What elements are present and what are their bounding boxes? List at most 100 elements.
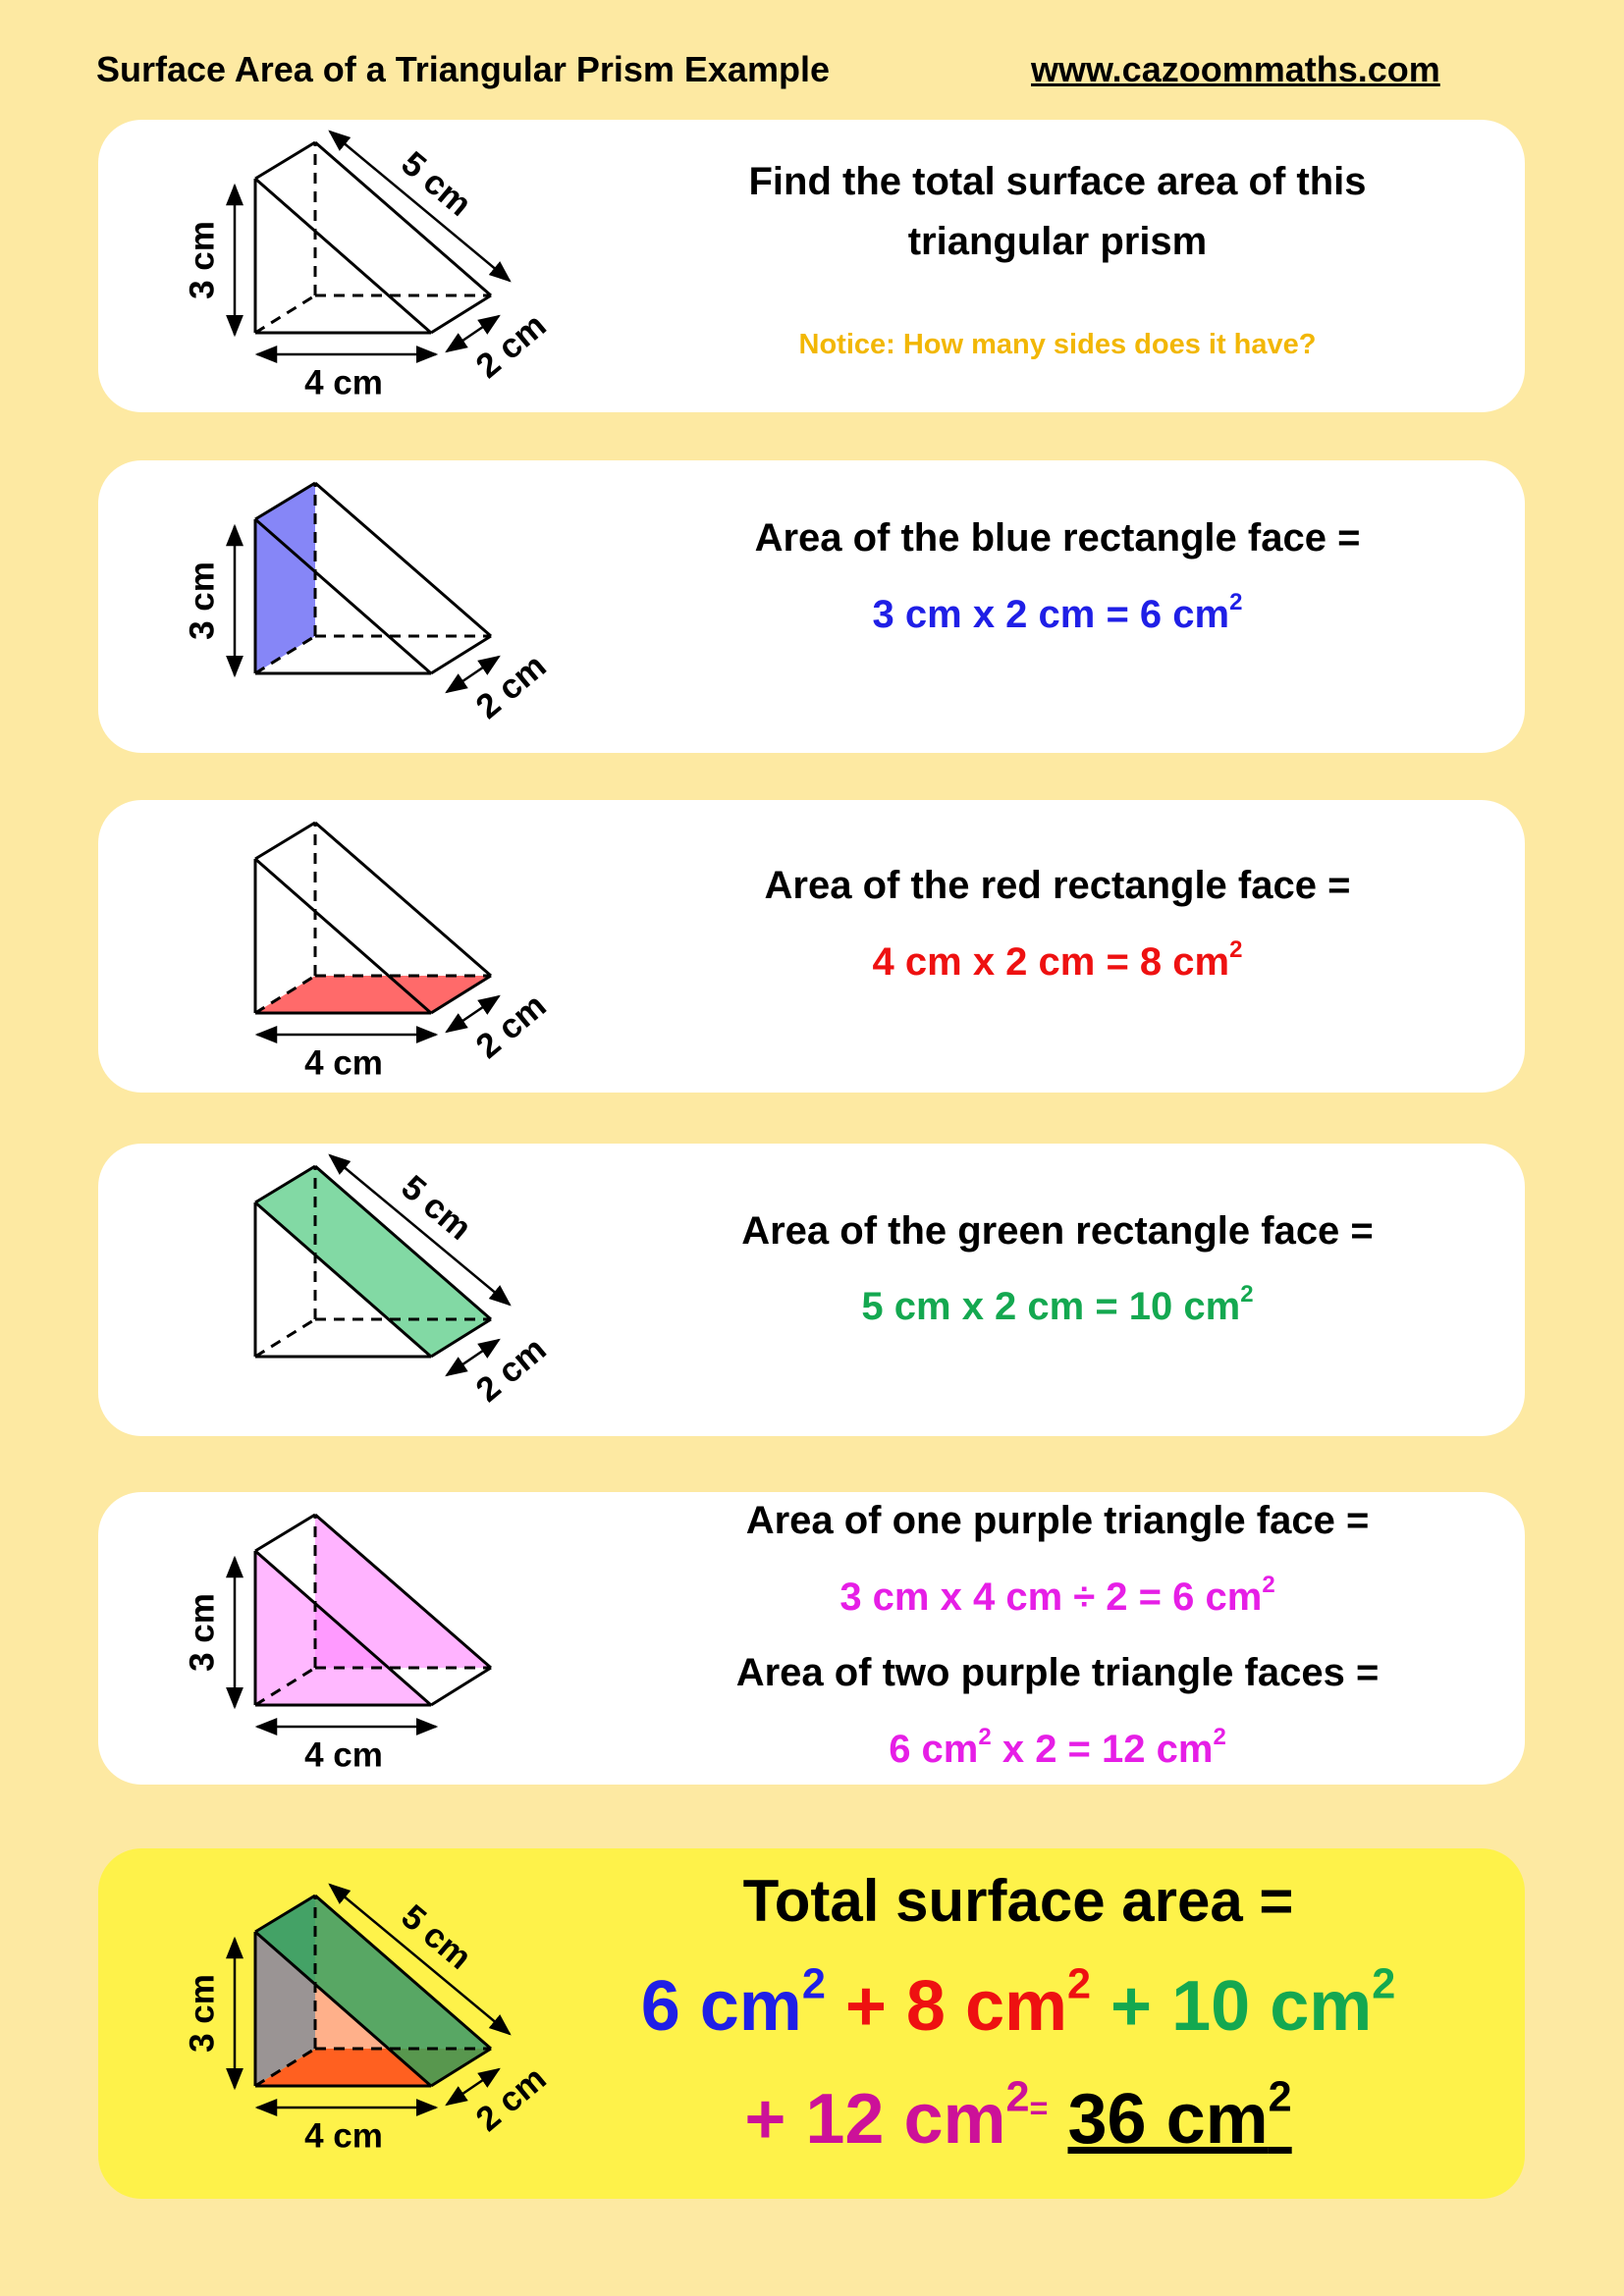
edge [254, 140, 316, 181]
prism-diagram: 3 cm 4 cm 5 cm 2 cm [183, 130, 554, 401]
superscript: 2 [1372, 1960, 1396, 2008]
depth-label: 2 cm [468, 987, 553, 1066]
edge [314, 1513, 492, 1670]
prism-diagram-blue-face: 3 cm 2 cm [183, 481, 554, 726]
superscript: 2 [1229, 936, 1243, 963]
green-face [255, 1166, 491, 1357]
blue-face-question: Area of the blue rectangle face = [754, 516, 1361, 560]
red-face-question: Area of the red rectangle face = [764, 864, 1351, 907]
depth-arrow [445, 655, 501, 694]
height-label: 3 cm [183, 561, 221, 640]
depth-arrow [445, 994, 501, 1034]
edge [254, 517, 432, 675]
edge [254, 857, 432, 1015]
height-label: 3 cm [183, 1974, 221, 2053]
edge [430, 294, 492, 335]
website-link[interactable]: www.cazoommaths.com [1031, 49, 1440, 89]
green-face-panel: 5 cm 2 cm Area of the green rectangle fac… [98, 1144, 1525, 1436]
edge [254, 821, 316, 861]
slant-label: 5 cm [394, 1168, 478, 1248]
depth-arrow [445, 1338, 501, 1377]
green-face-equation: 5 cm x 2 cm = 10 cm2 [648, 1283, 1467, 1328]
width-label: 4 cm [304, 2116, 383, 2155]
prism-diagram-red-face: 4 cm 2 cm [253, 821, 554, 1082]
depth-arrow [445, 2067, 501, 2107]
hidden-edge [254, 634, 316, 675]
equation-text: 4 cm x 2 cm = 8 cm [872, 940, 1230, 984]
slant-label: 5 cm [394, 144, 478, 224]
notice-text: Notice: How many sides does it have? [798, 329, 1317, 360]
red-face-panel: 4 cm 2 cm Area of the red rectangle face … [98, 800, 1525, 1093]
question-line-1: Find the total surface area of this [748, 160, 1367, 203]
edge [254, 1513, 316, 1553]
superscript: 2 [1268, 2073, 1292, 2121]
hidden-edge [254, 2047, 316, 2088]
superscript: 2 [1005, 2073, 1030, 2121]
prism-diagram-green-face: 5 cm 2 cm [253, 1153, 554, 1410]
superscript: 2 [1213, 1724, 1226, 1750]
total-title: Total surface area = [742, 1868, 1294, 1934]
hidden-edge [254, 1666, 316, 1707]
superscript: 2 [1262, 1572, 1275, 1598]
green-face-question: Area of the green rectangle face = [741, 1209, 1374, 1253]
edge [430, 634, 492, 675]
depth-label: 2 cm [468, 2059, 553, 2139]
term-text: + 10 cm [1091, 1967, 1373, 2046]
superscript: 2 [1067, 1960, 1092, 2008]
edge [254, 481, 316, 521]
superscript: 2 [1229, 589, 1243, 615]
answer-text: 36 cm [1067, 2080, 1269, 2159]
superscript: 2 [978, 1724, 992, 1750]
edge [254, 1894, 316, 1934]
slant-arrow [328, 1153, 512, 1307]
total-result-line: + 12 cm2= 36 cm2 [609, 2076, 1428, 2155]
depth-label: 2 cm [468, 647, 553, 726]
term-red: + 8 cm2 [825, 1963, 1091, 2046]
blue-face-equation: 3 cm x 2 cm = 6 cm2 [648, 591, 1467, 636]
term-green: + 10 cm2 [1091, 1963, 1395, 2046]
purple-faces-equation: 6 cm2 x 2 = 12 cm2 [648, 1726, 1467, 1771]
hidden-edge [254, 1317, 316, 1359]
depth-arrow [445, 314, 501, 353]
equation-text: 3 cm x 2 cm = 6 cm [872, 593, 1230, 636]
edge [254, 1164, 316, 1204]
edge [314, 821, 492, 978]
equals-sign: = [1029, 2090, 1049, 2126]
width-label: 4 cm [304, 1735, 383, 1774]
depth-label: 2 cm [468, 1330, 553, 1410]
edge [254, 1549, 432, 1707]
depth-label: 2 cm [468, 306, 553, 386]
slant-arrow [328, 1883, 512, 2036]
superscript: 2 [801, 1960, 826, 2008]
term-magenta: + 12 cm2 [744, 2076, 1029, 2159]
height-label: 3 cm [183, 1593, 221, 1672]
purple-faces-question: Area of two purple triangle faces = [735, 1651, 1380, 1694]
width-label: 4 cm [304, 1043, 383, 1082]
width-label: 4 cm [304, 363, 383, 401]
purple-face-question: Area of one purple triangle face = [745, 1499, 1370, 1542]
red-face [255, 976, 491, 1013]
superscript: 2 [1240, 1281, 1254, 1308]
question-panel: 3 cm 4 cm 5 cm 2 cm Find the total surface … [98, 120, 1525, 412]
blue-face [255, 483, 315, 673]
hidden-edge [254, 974, 316, 1015]
term-text: + 12 cm [744, 2080, 1006, 2159]
prism-diagram-all-faces: 3 cm 4 cm 5 cm 2 cm [183, 1883, 554, 2155]
slant-label: 5 cm [394, 1897, 478, 1977]
page-title: Surface Area of a Triangular Prism Examp… [96, 49, 830, 89]
question-line-2: triangular prism [907, 220, 1208, 263]
edge [254, 177, 432, 335]
height-label: 3 cm [183, 221, 221, 299]
edge [430, 1666, 492, 1707]
equation-text: 5 cm x 2 cm = 10 cm [861, 1285, 1241, 1328]
term-text: + 8 cm [825, 1967, 1068, 2046]
edge [430, 974, 492, 1015]
slant-arrow [328, 130, 512, 283]
total-answer: 36 cm2 [1067, 2076, 1291, 2159]
equation-text: 3 cm x 4 cm ÷ 2 = 6 cm [839, 1575, 1263, 1619]
equation-text: 6 cm [889, 1728, 979, 1771]
purple-face-panel: 3 cm 4 cm Area of one purple triangle fac… [98, 1492, 1525, 1785]
total-sum-line: 6 cm2 + 8 cm2 + 10 cm2 [609, 1963, 1428, 2042]
red-face-equation: 4 cm x 2 cm = 8 cm2 [648, 938, 1467, 984]
total-panel: 3 cm 4 cm 5 cm 2 cm Total surface area = 6 … [98, 1848, 1525, 2199]
